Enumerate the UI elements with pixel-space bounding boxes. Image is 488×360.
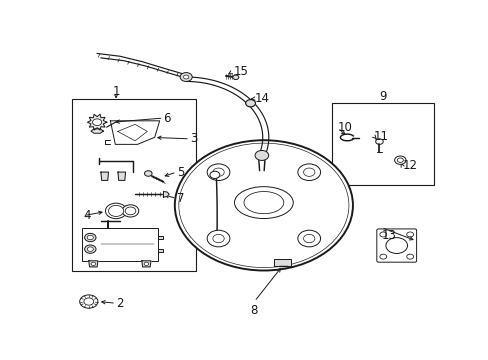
Circle shape	[207, 164, 229, 180]
Circle shape	[212, 168, 224, 176]
Circle shape	[303, 168, 314, 176]
Circle shape	[108, 205, 123, 216]
Circle shape	[87, 235, 93, 240]
Bar	[72, 99, 195, 270]
Circle shape	[209, 171, 220, 179]
Polygon shape	[163, 192, 169, 197]
Text: 2: 2	[116, 297, 123, 310]
Text: 10: 10	[337, 121, 352, 134]
Text: 6: 6	[163, 112, 171, 125]
Bar	[82, 228, 158, 261]
Bar	[158, 236, 163, 239]
Text: 7: 7	[176, 192, 184, 205]
Circle shape	[180, 73, 192, 81]
Bar	[331, 103, 433, 185]
Circle shape	[84, 233, 96, 242]
Circle shape	[297, 164, 320, 180]
Circle shape	[80, 295, 98, 308]
Ellipse shape	[244, 192, 283, 214]
Text: 13: 13	[381, 229, 395, 243]
Text: 3: 3	[189, 132, 197, 145]
Polygon shape	[101, 172, 108, 180]
Circle shape	[91, 262, 96, 266]
Text: 15: 15	[233, 65, 248, 78]
Circle shape	[92, 119, 102, 126]
Circle shape	[144, 262, 148, 266]
Text: 14: 14	[255, 91, 269, 105]
Polygon shape	[142, 261, 151, 267]
Circle shape	[183, 75, 188, 79]
Circle shape	[297, 230, 320, 247]
Text: 5: 5	[176, 166, 183, 179]
Circle shape	[84, 298, 94, 305]
Circle shape	[232, 75, 238, 80]
Circle shape	[144, 171, 152, 176]
Circle shape	[125, 207, 136, 215]
Polygon shape	[89, 261, 98, 267]
Text: 9: 9	[379, 90, 386, 103]
Text: 8: 8	[250, 304, 258, 317]
Text: 1: 1	[112, 85, 120, 98]
Text: 4: 4	[84, 209, 91, 222]
Polygon shape	[91, 129, 103, 133]
Text: 12: 12	[401, 159, 416, 172]
Polygon shape	[118, 172, 125, 180]
Circle shape	[303, 234, 314, 243]
Polygon shape	[110, 121, 159, 144]
Ellipse shape	[234, 186, 293, 219]
Circle shape	[84, 245, 96, 253]
Circle shape	[122, 205, 139, 217]
Bar	[274, 260, 290, 266]
Circle shape	[396, 158, 403, 162]
Bar	[158, 249, 163, 252]
Circle shape	[375, 139, 383, 144]
Circle shape	[245, 100, 255, 107]
Circle shape	[212, 234, 224, 243]
Circle shape	[87, 247, 93, 251]
Circle shape	[175, 140, 352, 270]
Polygon shape	[87, 114, 106, 130]
Circle shape	[207, 230, 229, 247]
Circle shape	[255, 150, 268, 161]
Text: 11: 11	[373, 130, 388, 143]
FancyBboxPatch shape	[376, 229, 416, 262]
Circle shape	[394, 156, 405, 164]
Circle shape	[105, 203, 126, 219]
